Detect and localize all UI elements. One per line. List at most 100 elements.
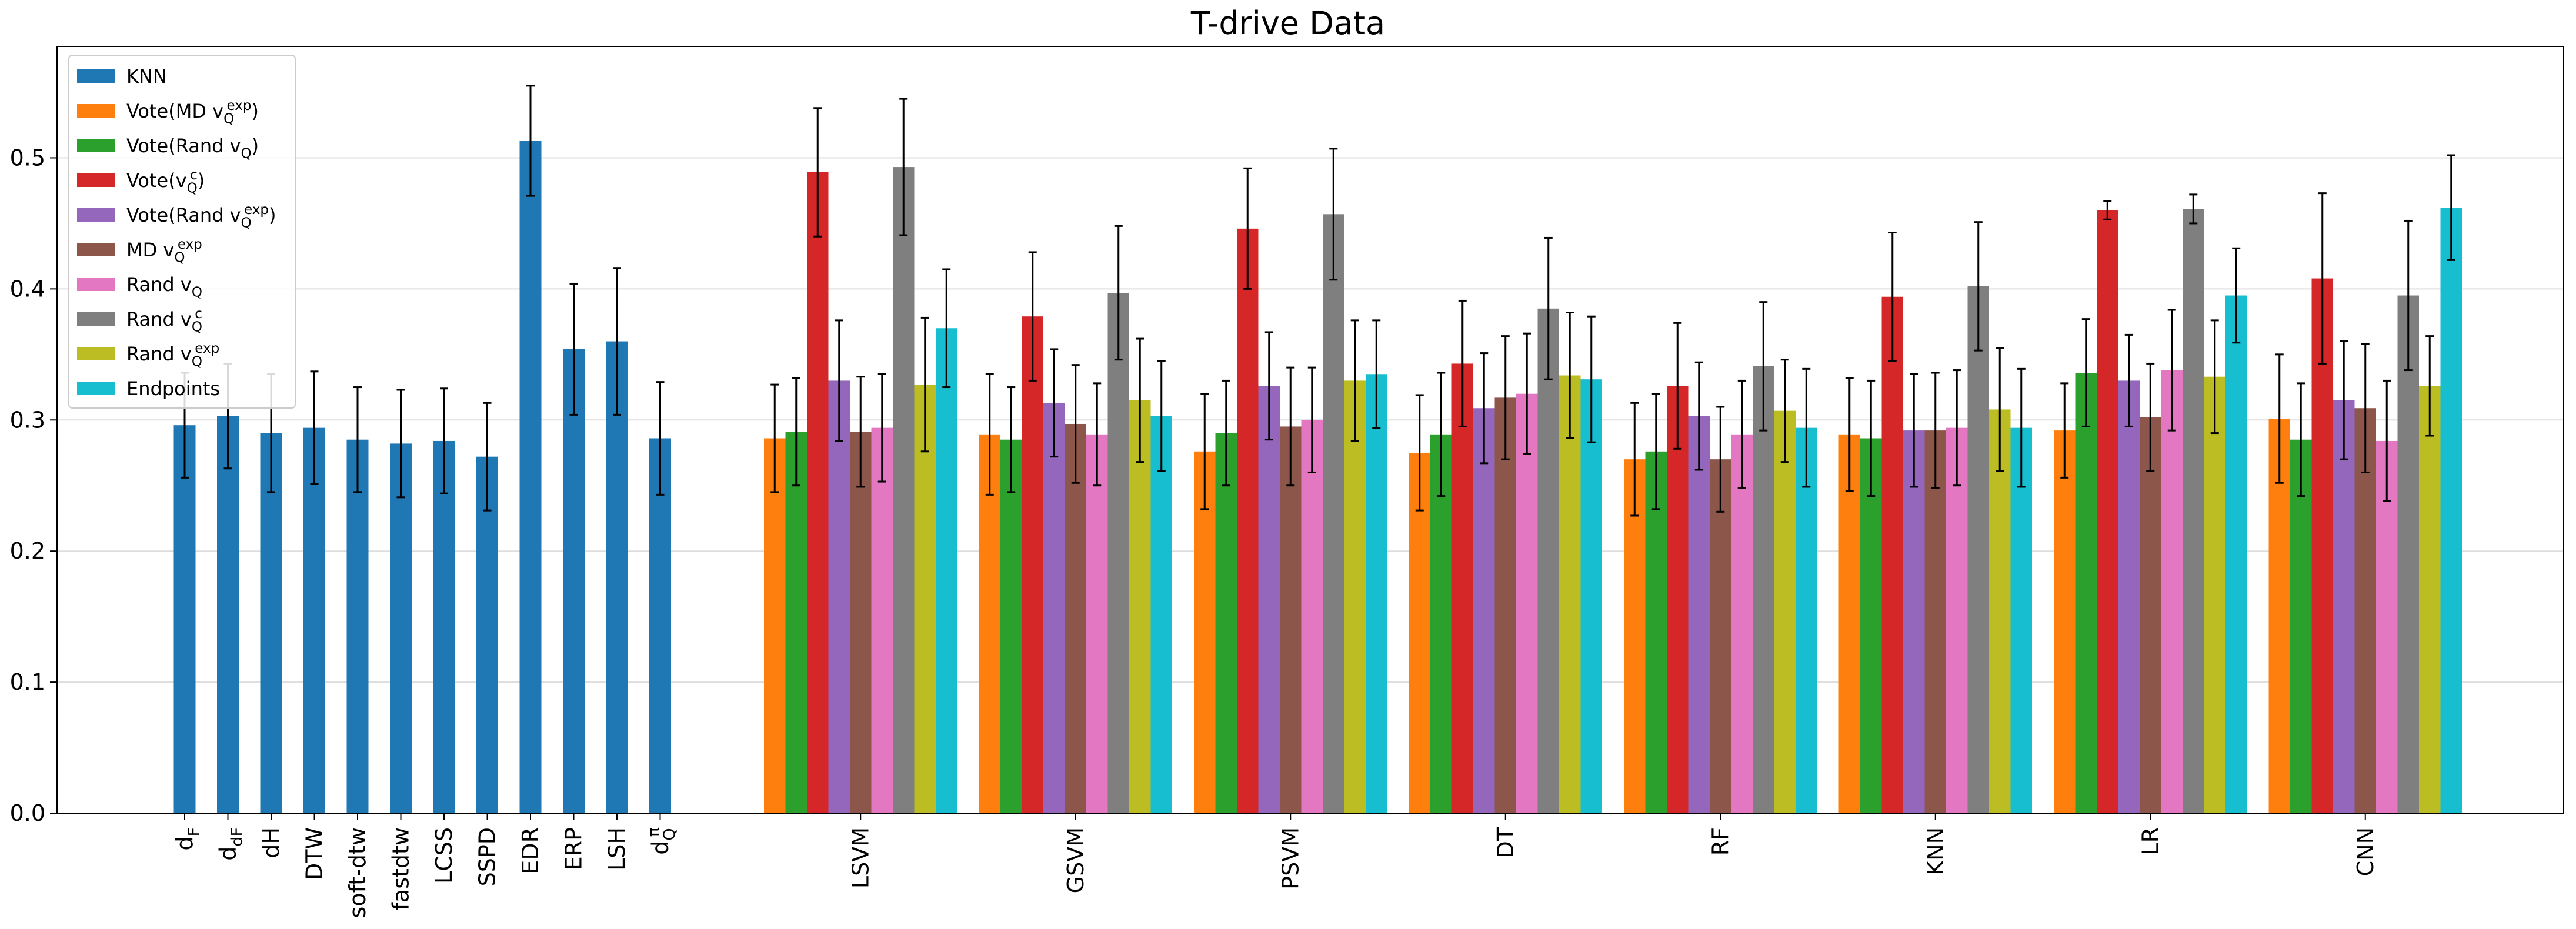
legend-swatch bbox=[77, 139, 115, 152]
group-bar bbox=[1086, 434, 1108, 813]
baseline-bar bbox=[433, 440, 455, 813]
baseline-bar bbox=[303, 427, 325, 813]
bars bbox=[173, 141, 2462, 814]
legend-label: Rand vQexp bbox=[126, 341, 219, 369]
group-bar bbox=[1860, 438, 1882, 813]
x-tick-label: KNN bbox=[1923, 827, 1948, 875]
group-bar bbox=[1301, 420, 1323, 813]
group-bar bbox=[2183, 209, 2204, 813]
legend-box bbox=[68, 55, 296, 409]
group-bar bbox=[2010, 427, 2032, 813]
x-tick-label: ddF bbox=[215, 827, 246, 861]
error-bars bbox=[181, 85, 2455, 517]
x-tick-label: LSH bbox=[604, 827, 630, 871]
group-bar bbox=[2440, 208, 2462, 814]
baseline-bar bbox=[346, 439, 369, 813]
legend-label: Rand vQ bbox=[126, 273, 202, 300]
group-bar bbox=[1537, 308, 1559, 813]
group-bar bbox=[1129, 400, 1151, 813]
legend: KNN Vote(MD vQexp) Vote(Rand vQ) Vote(vQc) V… bbox=[68, 55, 296, 409]
group-bar bbox=[2075, 373, 2097, 813]
group-bar bbox=[1989, 409, 2011, 813]
group-bar bbox=[979, 434, 1000, 813]
y-tick-label: 0.3 bbox=[10, 407, 45, 433]
group-bar bbox=[2161, 370, 2183, 813]
group-bar bbox=[1043, 403, 1065, 813]
baseline-bar bbox=[476, 456, 498, 813]
group-bar bbox=[1731, 434, 1753, 813]
group-bar bbox=[2376, 440, 2398, 813]
group-bar bbox=[1409, 453, 1430, 813]
group-bar bbox=[2333, 400, 2355, 813]
group-bar bbox=[1366, 374, 1387, 813]
group-bar bbox=[1022, 316, 1043, 813]
x-tick-label: EDR bbox=[518, 827, 543, 874]
group-bar bbox=[1903, 430, 1925, 813]
group-bar bbox=[1107, 293, 1129, 814]
legend-label: MD vQexp bbox=[126, 237, 202, 265]
x-tick-label: RF bbox=[1707, 827, 1733, 856]
legend-swatch bbox=[77, 208, 115, 222]
group-bar bbox=[2354, 408, 2376, 813]
group-bar bbox=[1194, 451, 1216, 813]
legend-swatch bbox=[77, 173, 115, 187]
group-bar bbox=[2140, 417, 2161, 813]
baseline-bar bbox=[173, 425, 196, 813]
group-bar bbox=[1774, 410, 1796, 813]
x-tick-label: LCSS bbox=[431, 827, 457, 884]
group-bar bbox=[871, 427, 893, 813]
x-tick-label: dH bbox=[258, 827, 284, 858]
group-bar bbox=[1559, 375, 1581, 813]
group-bar bbox=[1258, 386, 1280, 813]
group-bar bbox=[785, 432, 807, 813]
group-bar bbox=[764, 438, 786, 813]
group-bar bbox=[1000, 439, 1022, 813]
group-bar bbox=[2268, 419, 2290, 813]
group-bar bbox=[1838, 434, 1860, 813]
legend-swatch bbox=[77, 312, 115, 326]
x-tick-label: GSVM bbox=[1063, 827, 1089, 893]
x-tick-label: DT bbox=[1493, 827, 1519, 858]
baseline-bar bbox=[606, 341, 628, 813]
group-bar bbox=[1516, 393, 1538, 813]
x-tick-label: ERP bbox=[561, 827, 587, 870]
group-bar bbox=[2225, 295, 2247, 813]
x-tick-label: LR bbox=[2137, 827, 2163, 856]
group-bar bbox=[807, 172, 829, 813]
group-bar bbox=[1237, 228, 1259, 813]
x-tick-label: CNN bbox=[2353, 827, 2378, 876]
group-bar bbox=[2397, 295, 2419, 813]
legend-label: Vote(MD vQexp) bbox=[126, 98, 259, 126]
x-tick-label: fastdtw bbox=[388, 827, 414, 910]
group-bar bbox=[914, 385, 936, 813]
group-bar bbox=[1430, 434, 1452, 813]
x-tick-label: PSVM bbox=[1277, 827, 1303, 890]
y-tick-label: 0.0 bbox=[10, 800, 45, 826]
baseline-bar bbox=[519, 141, 542, 813]
group-bar bbox=[1667, 386, 1689, 813]
legend-label: Vote(Rand vQ) bbox=[126, 135, 259, 162]
baseline-bar bbox=[649, 438, 671, 813]
legend-swatch bbox=[77, 382, 115, 395]
group-bar bbox=[1710, 459, 1731, 813]
baseline-bar bbox=[217, 416, 239, 813]
group-bar bbox=[1946, 427, 1968, 813]
legend-swatch bbox=[77, 278, 115, 291]
group-bar bbox=[2419, 386, 2441, 813]
group-bar bbox=[1280, 426, 1302, 813]
group-bar bbox=[1924, 430, 1946, 813]
legend-label: Endpoints bbox=[126, 377, 220, 400]
group-bar bbox=[2054, 430, 2076, 813]
group-bar bbox=[2204, 376, 2225, 813]
baseline-bar bbox=[390, 443, 412, 813]
group-bar bbox=[1624, 459, 1646, 813]
group-bar bbox=[1065, 423, 1086, 813]
chart-title: T-drive Data bbox=[1190, 5, 1385, 42]
group-bar bbox=[1473, 408, 1495, 813]
group-bar bbox=[1796, 427, 1817, 813]
y-axis: 0.0 0.1 0.2 0.3 0.4 0.5 bbox=[10, 145, 57, 826]
y-tick-label: 0.1 bbox=[10, 669, 45, 695]
group-bar bbox=[936, 328, 957, 813]
group-bar bbox=[1215, 433, 1237, 813]
